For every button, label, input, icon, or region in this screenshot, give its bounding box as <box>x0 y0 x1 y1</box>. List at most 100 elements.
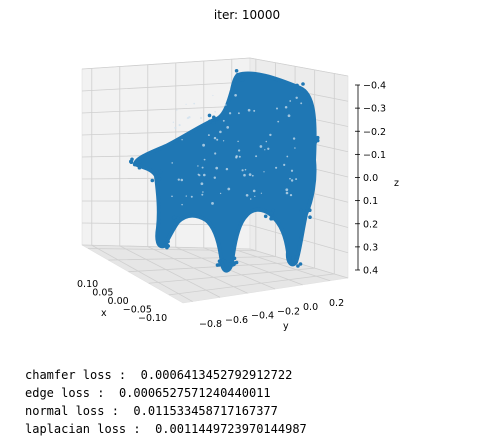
sparse-gap <box>215 166 219 170</box>
sparse-gap <box>185 195 187 197</box>
sparse-gap <box>267 147 270 150</box>
data-point <box>314 137 318 142</box>
loss-label: laplacian loss <box>25 422 127 436</box>
sparse-gap <box>241 169 244 172</box>
sparse-gap <box>181 203 183 206</box>
x-tick-label: 0.05 <box>92 288 113 299</box>
loss-line: edge loss : 0.0006527571240440011 <box>25 384 307 402</box>
sparse-gap <box>202 173 206 177</box>
sparse-gap <box>294 147 296 149</box>
z-tick-label: 0.1 <box>363 196 378 207</box>
data-point <box>172 215 177 220</box>
data-point <box>302 89 307 93</box>
data-point <box>211 121 216 125</box>
data-point <box>129 160 134 164</box>
data-point <box>232 262 236 267</box>
data-point <box>234 69 239 73</box>
x-grid-line <box>168 73 335 296</box>
loss-line: normal loss : 0.011533458717167377 <box>25 402 307 420</box>
data-point <box>296 90 301 94</box>
sparse-gap <box>181 138 183 141</box>
sparse-gap <box>226 126 230 129</box>
sparse-gap <box>234 93 237 97</box>
y-tick-label: −0.6 <box>225 315 248 326</box>
data-point <box>130 157 134 162</box>
z-grid-line <box>81 244 349 279</box>
sparse-gap <box>275 166 278 169</box>
sparse-gap <box>283 163 286 167</box>
x-tick-label: −0.10 <box>138 313 167 324</box>
data-point <box>308 215 312 219</box>
sparse-gap <box>284 105 288 109</box>
sparse-gap <box>211 202 214 205</box>
loss-value: 0.0006527571240440011 <box>118 386 271 400</box>
x-axis-ticks: 0.100.050.00−0.05−0.10 <box>77 279 167 324</box>
y-tick-label: 0.0 <box>303 302 318 313</box>
sparse-gap <box>289 193 293 197</box>
data-point <box>208 119 212 124</box>
sparse-gap <box>171 195 173 198</box>
sparse-gap <box>289 177 291 180</box>
sparse-gap <box>214 110 217 113</box>
loss-separator: : <box>111 368 141 382</box>
sparse-gap <box>245 193 249 197</box>
loss-separator: : <box>90 386 119 400</box>
loss-label: normal loss <box>25 404 105 418</box>
data-point <box>221 263 225 268</box>
data-point <box>271 208 275 213</box>
y-axis-ticks: −0.8 −0.6 −0.4 −0.2 0.0 0.2 <box>199 298 344 330</box>
data-point <box>235 73 240 77</box>
sparse-gap <box>185 103 187 105</box>
data-point <box>137 165 142 170</box>
z-tick-label: −0.1 <box>363 150 386 161</box>
data-point <box>295 83 299 88</box>
z-tick-label: −0.4 <box>363 81 386 92</box>
sparse-gap <box>219 192 222 195</box>
data-point <box>299 208 303 213</box>
data-point <box>302 216 306 220</box>
data-point <box>234 260 239 265</box>
data-point <box>270 216 275 221</box>
sparse-gap <box>300 102 303 105</box>
sparse-gap <box>243 173 246 177</box>
sparse-gap <box>213 176 216 179</box>
data-point <box>174 218 179 223</box>
sparse-gap <box>177 178 180 181</box>
y-tick-label: −0.4 <box>251 311 274 322</box>
z-grid-line <box>81 57 349 77</box>
data-point <box>240 78 245 82</box>
sparse-gap <box>199 116 203 120</box>
sparse-gap <box>290 169 294 172</box>
sparse-gap <box>265 140 268 143</box>
sparse-gap <box>248 173 252 176</box>
data-point <box>165 243 169 247</box>
sparse-gap <box>295 178 298 181</box>
sparse-gap <box>197 173 200 176</box>
sparse-gap <box>249 198 252 200</box>
chart-title: iter: 10000 <box>213 8 281 22</box>
loss-label: edge loss <box>25 386 91 400</box>
y-tick-label: −0.2 <box>277 306 300 317</box>
sparse-gap <box>277 120 280 123</box>
sparse-gap <box>269 133 272 137</box>
z-tick-label: 0.3 <box>363 242 378 253</box>
loss-value: 0.0011449723970144987 <box>155 422 307 436</box>
sparse-gap <box>235 156 238 159</box>
loss-readout: chamfer loss : 0.0006413452792912722 edge… <box>25 366 307 438</box>
loss-line: chamfer loss : 0.0006413452792912722 <box>25 366 307 384</box>
data-point <box>132 162 137 167</box>
data-point <box>305 209 309 214</box>
chair-point-cloud <box>133 71 317 273</box>
x-tick-label: −0.05 <box>123 305 152 316</box>
sparse-gap <box>252 189 256 193</box>
data-point <box>295 255 300 259</box>
sparse-gap <box>275 107 279 110</box>
sparse-gap <box>244 168 247 171</box>
sparse-gap <box>202 143 206 147</box>
z-tick-label: −0.3 <box>363 104 386 115</box>
z-grid-line <box>81 222 349 254</box>
loss-label: chamfer loss <box>25 368 112 382</box>
sparse-gap <box>176 109 178 111</box>
loss-value: 0.011533458717167377 <box>133 404 278 418</box>
loss-separator: : <box>126 422 156 436</box>
